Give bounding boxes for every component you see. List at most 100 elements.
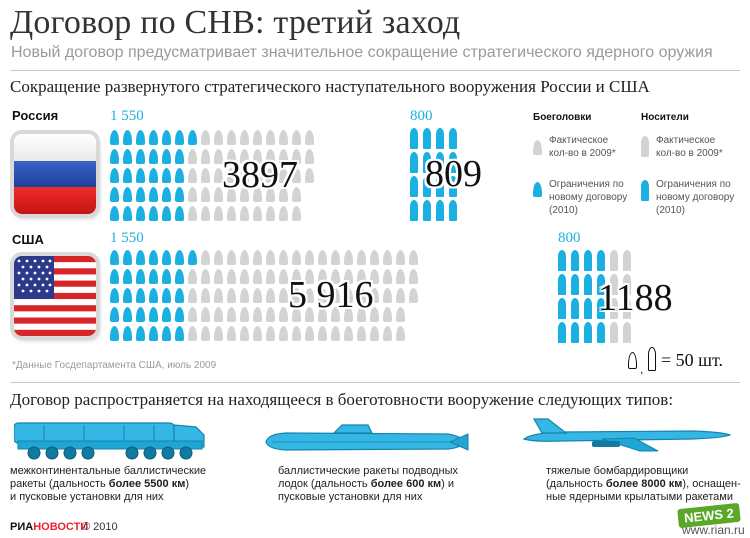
warhead-icon xyxy=(188,130,197,145)
warhead-icon xyxy=(149,307,158,322)
warhead-icon xyxy=(149,187,158,202)
warhead-icon xyxy=(331,307,340,322)
warhead-icon xyxy=(253,250,262,265)
strategic-bomber-icon xyxy=(522,415,732,458)
warhead-icon xyxy=(266,149,275,164)
warhead-icon xyxy=(149,206,158,221)
warhead-icon xyxy=(240,168,249,183)
warhead-icon xyxy=(175,206,184,221)
warhead-icon xyxy=(396,307,405,322)
legend-carrier-limit-icon xyxy=(641,180,649,201)
warhead-icon xyxy=(396,269,405,284)
warhead-icon xyxy=(201,307,210,322)
warhead-icon xyxy=(110,187,119,202)
warhead-icon xyxy=(227,326,236,341)
usa-carriers-actual: 1188 xyxy=(598,277,673,319)
usa-warheads-limit: 1 550 xyxy=(110,230,144,246)
legend-warhead-actual-text: Фактическое кол-во в 2009* xyxy=(549,135,616,159)
carrier-icon xyxy=(610,298,618,319)
warhead-icon xyxy=(331,288,340,303)
usa-label: США xyxy=(12,232,44,247)
warhead-icon xyxy=(253,168,262,183)
warhead-icon xyxy=(188,288,197,303)
warhead-icon xyxy=(292,206,301,221)
carrier-icon xyxy=(597,322,605,343)
warhead-icon xyxy=(357,288,366,303)
usa-warheads-actual: 5 916 xyxy=(288,274,374,316)
warhead-icon xyxy=(279,269,288,284)
warhead-icon xyxy=(214,307,223,322)
warhead-icon xyxy=(279,206,288,221)
warhead-icon xyxy=(110,168,119,183)
warhead-icon xyxy=(318,269,327,284)
warhead-icon xyxy=(292,187,301,202)
warhead-icon xyxy=(240,206,249,221)
slbm-description: баллистические ракеты подводных лодок (д… xyxy=(278,465,458,503)
warhead-icon xyxy=(123,326,132,341)
warhead-icon xyxy=(318,307,327,322)
warhead-icon xyxy=(383,307,392,322)
warhead-icon xyxy=(201,168,210,183)
warhead-icon xyxy=(214,206,223,221)
warhead-icon xyxy=(227,187,236,202)
page-subtitle: Новый договор предусматривает значительн… xyxy=(11,44,713,61)
warhead-icon xyxy=(240,326,249,341)
site-url[interactable]: www.rian.ru xyxy=(682,523,745,537)
carrier-icon xyxy=(410,152,418,173)
warhead-icon xyxy=(344,307,353,322)
warhead-icon xyxy=(344,288,353,303)
warhead-icon xyxy=(253,206,262,221)
warhead-icon xyxy=(240,288,249,303)
warhead-icon xyxy=(266,130,275,145)
warhead-icon xyxy=(292,326,301,341)
warhead-icon xyxy=(110,130,119,145)
carrier-icon xyxy=(436,128,444,149)
legend-warhead-actual-icon xyxy=(533,140,542,155)
russia-warheads-grid xyxy=(110,130,314,221)
missile-launcher-truck-icon xyxy=(13,417,212,466)
usa-flag-icon xyxy=(14,256,96,336)
warhead-icon xyxy=(123,168,132,183)
warhead-icon xyxy=(201,250,210,265)
russia-warheads-limit: 1 550 xyxy=(110,108,144,124)
warhead-icon xyxy=(240,149,249,164)
carrier-icon xyxy=(423,128,431,149)
legend-warhead-limit-text: Ограничения по новому договору (2010) xyxy=(549,179,628,216)
warhead-icon xyxy=(383,326,392,341)
warhead-icon xyxy=(214,149,223,164)
carrier-icon xyxy=(449,176,457,197)
warhead-icon xyxy=(279,326,288,341)
carrier-icon xyxy=(558,322,566,343)
warhead-icon xyxy=(227,206,236,221)
warhead-icon xyxy=(110,149,119,164)
warhead-icon xyxy=(136,326,145,341)
carrier-icon xyxy=(623,298,631,319)
warhead-icon xyxy=(253,288,262,303)
warhead-icon xyxy=(344,250,353,265)
warhead-icon xyxy=(409,250,418,265)
warhead-icon xyxy=(266,187,275,202)
warhead-icon xyxy=(188,168,197,183)
warhead-icon xyxy=(318,326,327,341)
warhead-icon xyxy=(162,326,171,341)
warhead-icon xyxy=(201,130,210,145)
warhead-icon xyxy=(305,288,314,303)
bomber-description: тяжелые бомбардировщики (дальность более… xyxy=(546,465,741,503)
warhead-icon xyxy=(227,130,236,145)
scale-carrier-icon xyxy=(648,347,656,371)
warhead-icon xyxy=(201,288,210,303)
usa-warheads-grid xyxy=(110,250,418,341)
carrier-icon xyxy=(571,322,579,343)
warhead-icon xyxy=(175,149,184,164)
warhead-icon xyxy=(214,288,223,303)
copyright: © 2010 xyxy=(82,521,118,533)
warhead-icon xyxy=(279,130,288,145)
carrier-icon xyxy=(571,274,579,295)
russia-carriers-limit: 800 xyxy=(410,108,433,124)
carrier-icon xyxy=(436,176,444,197)
divider xyxy=(10,70,740,71)
warhead-icon xyxy=(279,168,288,183)
warhead-icon xyxy=(149,269,158,284)
warhead-icon xyxy=(175,168,184,183)
warhead-icon xyxy=(123,288,132,303)
